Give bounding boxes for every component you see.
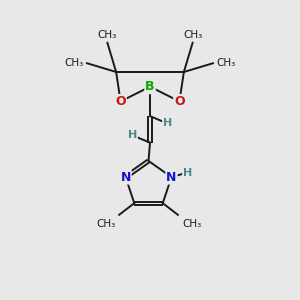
Text: CH₃: CH₃	[64, 58, 84, 68]
Text: O: O	[174, 95, 185, 108]
Text: B: B	[145, 80, 155, 93]
Text: H: H	[183, 168, 192, 178]
Text: CH₃: CH₃	[96, 219, 115, 230]
Text: O: O	[115, 95, 126, 108]
Text: CH₃: CH₃	[98, 30, 117, 40]
Text: N: N	[166, 171, 177, 184]
Text: CH₃: CH₃	[182, 219, 201, 230]
Text: H: H	[128, 130, 137, 140]
Text: H: H	[163, 118, 172, 128]
Text: CH₃: CH₃	[216, 58, 236, 68]
Text: N: N	[120, 171, 131, 184]
Text: CH₃: CH₃	[183, 30, 202, 40]
